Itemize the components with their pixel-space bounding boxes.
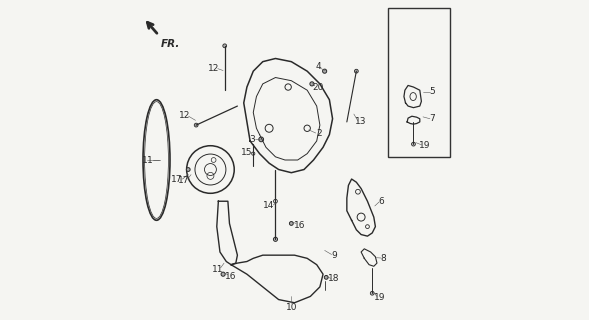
Ellipse shape [325, 276, 328, 279]
Text: 20: 20 [313, 83, 324, 92]
Ellipse shape [323, 69, 327, 73]
Text: 16: 16 [293, 220, 305, 229]
Ellipse shape [370, 291, 374, 295]
Text: 8: 8 [380, 254, 386, 263]
Text: 1: 1 [147, 156, 153, 164]
Text: 10: 10 [286, 303, 297, 312]
Text: 14: 14 [263, 202, 275, 211]
Text: 16: 16 [226, 272, 237, 281]
Text: 3: 3 [249, 135, 254, 144]
Ellipse shape [194, 123, 198, 127]
Text: 1: 1 [142, 156, 148, 164]
Bar [388, 8, 450, 157]
Ellipse shape [259, 137, 263, 142]
Text: 12: 12 [180, 111, 191, 120]
Text: FR.: FR. [160, 38, 180, 49]
Text: 13: 13 [355, 117, 367, 126]
Text: 17: 17 [178, 176, 190, 185]
Ellipse shape [223, 44, 227, 48]
Text: 7: 7 [429, 114, 435, 123]
Ellipse shape [412, 142, 415, 146]
Text: 19: 19 [375, 293, 386, 302]
Text: 6: 6 [379, 197, 385, 206]
Text: 12: 12 [208, 63, 219, 73]
Ellipse shape [273, 237, 277, 241]
Text: 18: 18 [329, 275, 340, 284]
Text: 9: 9 [331, 251, 337, 260]
Ellipse shape [186, 168, 190, 172]
Ellipse shape [221, 272, 225, 276]
Ellipse shape [310, 82, 314, 86]
Text: 17: 17 [171, 175, 183, 185]
Text: 11: 11 [212, 265, 223, 274]
Text: 15: 15 [241, 148, 253, 156]
Text: 5: 5 [429, 87, 435, 96]
Text: 19: 19 [419, 141, 431, 150]
Text: 4: 4 [316, 62, 322, 71]
Ellipse shape [289, 221, 293, 225]
Text: 2: 2 [316, 129, 322, 138]
Ellipse shape [355, 69, 358, 73]
